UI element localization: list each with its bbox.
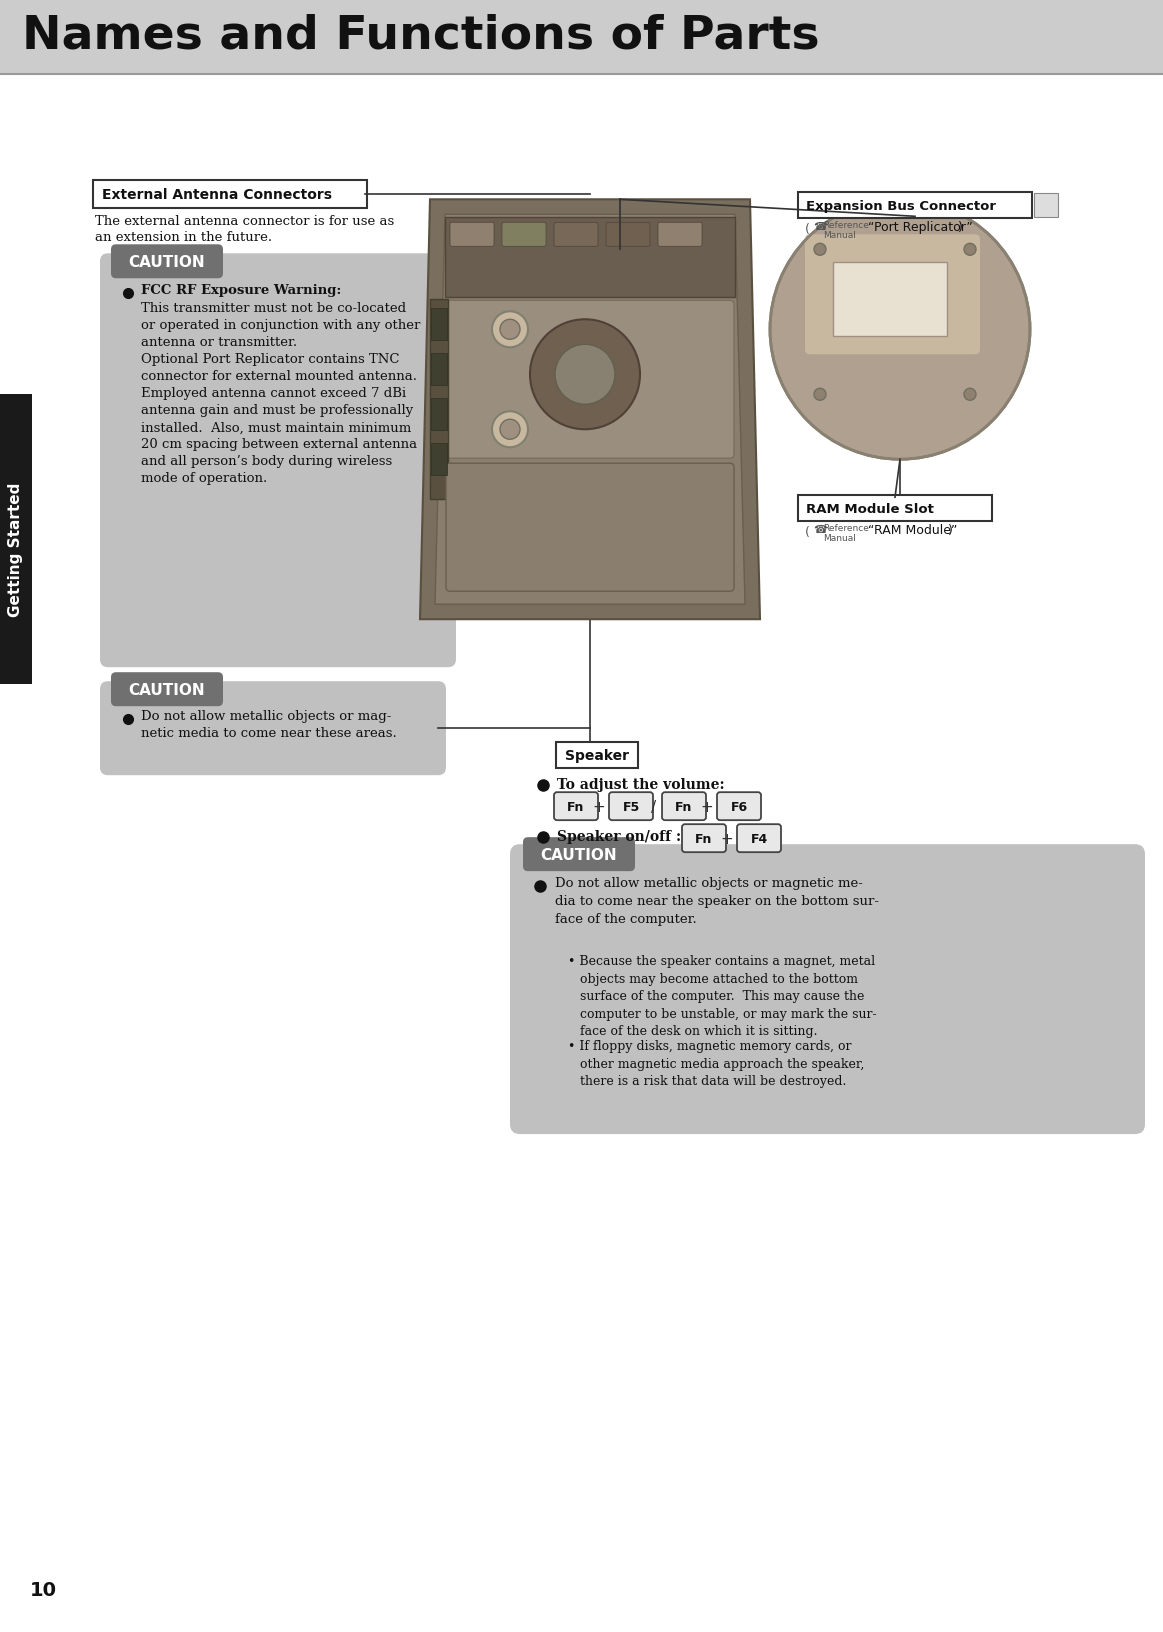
FancyBboxPatch shape — [431, 444, 447, 477]
Circle shape — [500, 419, 520, 441]
Text: “RAM Module”: “RAM Module” — [868, 524, 957, 537]
FancyBboxPatch shape — [511, 845, 1146, 1134]
FancyBboxPatch shape — [0, 0, 1163, 75]
FancyBboxPatch shape — [450, 224, 494, 246]
Circle shape — [492, 312, 528, 348]
FancyBboxPatch shape — [798, 496, 992, 522]
Text: “Port Replicator”: “Port Replicator” — [868, 222, 972, 233]
Text: Fn: Fn — [676, 800, 693, 813]
FancyBboxPatch shape — [658, 224, 702, 246]
Text: RAM Module Slot: RAM Module Slot — [806, 503, 934, 516]
FancyBboxPatch shape — [1034, 194, 1058, 219]
Text: +: + — [700, 800, 713, 814]
Text: Names and Functions of Parts: Names and Functions of Parts — [22, 13, 820, 59]
Text: ☎: ☎ — [813, 526, 827, 535]
Text: Do not allow metallic objects or magnetic me-
dia to come near the speaker on th: Do not allow metallic objects or magneti… — [555, 876, 879, 925]
Text: • Because the speaker contains a magnet, metal
   objects may become attached to: • Because the speaker contains a magnet,… — [568, 955, 877, 1038]
Text: Reference: Reference — [823, 524, 869, 534]
FancyBboxPatch shape — [445, 300, 734, 459]
Circle shape — [530, 320, 640, 429]
FancyBboxPatch shape — [445, 219, 735, 299]
Text: Speaker: Speaker — [565, 749, 629, 762]
Text: Reference: Reference — [823, 222, 869, 230]
FancyBboxPatch shape — [798, 193, 1032, 219]
Circle shape — [500, 320, 520, 339]
Text: FCC RF Exposure Warning:: FCC RF Exposure Warning: — [141, 284, 342, 297]
Polygon shape — [435, 215, 745, 605]
Text: ): ) — [958, 222, 963, 233]
Text: Manual: Manual — [823, 232, 856, 240]
Polygon shape — [420, 201, 759, 620]
Text: (: ( — [805, 526, 809, 539]
Text: • If floppy disks, magnetic memory cards, or
   other magnetic media approach th: • If floppy disks, magnetic memory cards… — [568, 1040, 864, 1087]
FancyBboxPatch shape — [682, 824, 726, 852]
FancyBboxPatch shape — [554, 224, 598, 246]
Text: (: ( — [805, 224, 809, 237]
FancyBboxPatch shape — [502, 224, 545, 246]
FancyBboxPatch shape — [523, 837, 635, 871]
Text: +: + — [593, 800, 606, 814]
Text: CAUTION: CAUTION — [129, 255, 206, 269]
Text: CAUTION: CAUTION — [541, 847, 618, 862]
Circle shape — [492, 411, 528, 447]
FancyBboxPatch shape — [430, 300, 448, 499]
Circle shape — [814, 245, 826, 256]
Circle shape — [814, 388, 826, 401]
Text: Fn: Fn — [568, 800, 585, 813]
Text: The external antenna connector is for use as: The external antenna connector is for us… — [95, 215, 394, 228]
FancyBboxPatch shape — [431, 354, 447, 387]
FancyBboxPatch shape — [431, 308, 447, 341]
FancyBboxPatch shape — [609, 793, 652, 821]
Circle shape — [964, 388, 976, 401]
Text: Fn: Fn — [695, 832, 713, 845]
Text: 10: 10 — [30, 1580, 57, 1599]
FancyBboxPatch shape — [606, 224, 650, 246]
Text: ): ) — [948, 524, 952, 537]
FancyBboxPatch shape — [805, 235, 980, 356]
FancyBboxPatch shape — [0, 395, 33, 685]
Text: F4: F4 — [750, 832, 768, 845]
FancyBboxPatch shape — [556, 743, 638, 769]
Text: F5: F5 — [622, 800, 640, 813]
Circle shape — [555, 344, 615, 405]
Circle shape — [770, 201, 1030, 460]
Text: Manual: Manual — [823, 534, 856, 543]
Text: Speaker on/off :: Speaker on/off : — [557, 829, 682, 844]
Circle shape — [964, 245, 976, 256]
Text: +: + — [721, 831, 734, 845]
Text: External Antenna Connectors: External Antenna Connectors — [102, 188, 331, 202]
FancyBboxPatch shape — [110, 672, 223, 707]
Text: F6: F6 — [730, 800, 748, 813]
FancyBboxPatch shape — [718, 793, 761, 821]
FancyBboxPatch shape — [110, 245, 223, 279]
Text: ☎: ☎ — [813, 222, 827, 232]
FancyBboxPatch shape — [833, 263, 947, 338]
FancyBboxPatch shape — [554, 793, 598, 821]
FancyBboxPatch shape — [93, 181, 368, 209]
FancyBboxPatch shape — [100, 682, 445, 775]
Text: This transmitter must not be co-located
or operated in conjunction with any othe: This transmitter must not be co-located … — [141, 302, 420, 485]
FancyBboxPatch shape — [662, 793, 706, 821]
Text: CAUTION: CAUTION — [129, 682, 206, 697]
FancyBboxPatch shape — [445, 463, 734, 592]
FancyBboxPatch shape — [737, 824, 782, 852]
FancyBboxPatch shape — [100, 255, 456, 667]
FancyBboxPatch shape — [431, 398, 447, 431]
Text: /: / — [651, 800, 657, 814]
Text: Getting Started: Getting Started — [8, 483, 23, 617]
Text: Expansion Bus Connector: Expansion Bus Connector — [806, 199, 996, 212]
Text: an extension in the future.: an extension in the future. — [95, 232, 272, 245]
Text: Do not allow metallic objects or mag-
netic media to come near these areas.: Do not allow metallic objects or mag- ne… — [141, 710, 397, 739]
Text: To adjust the volume:: To adjust the volume: — [557, 778, 725, 792]
